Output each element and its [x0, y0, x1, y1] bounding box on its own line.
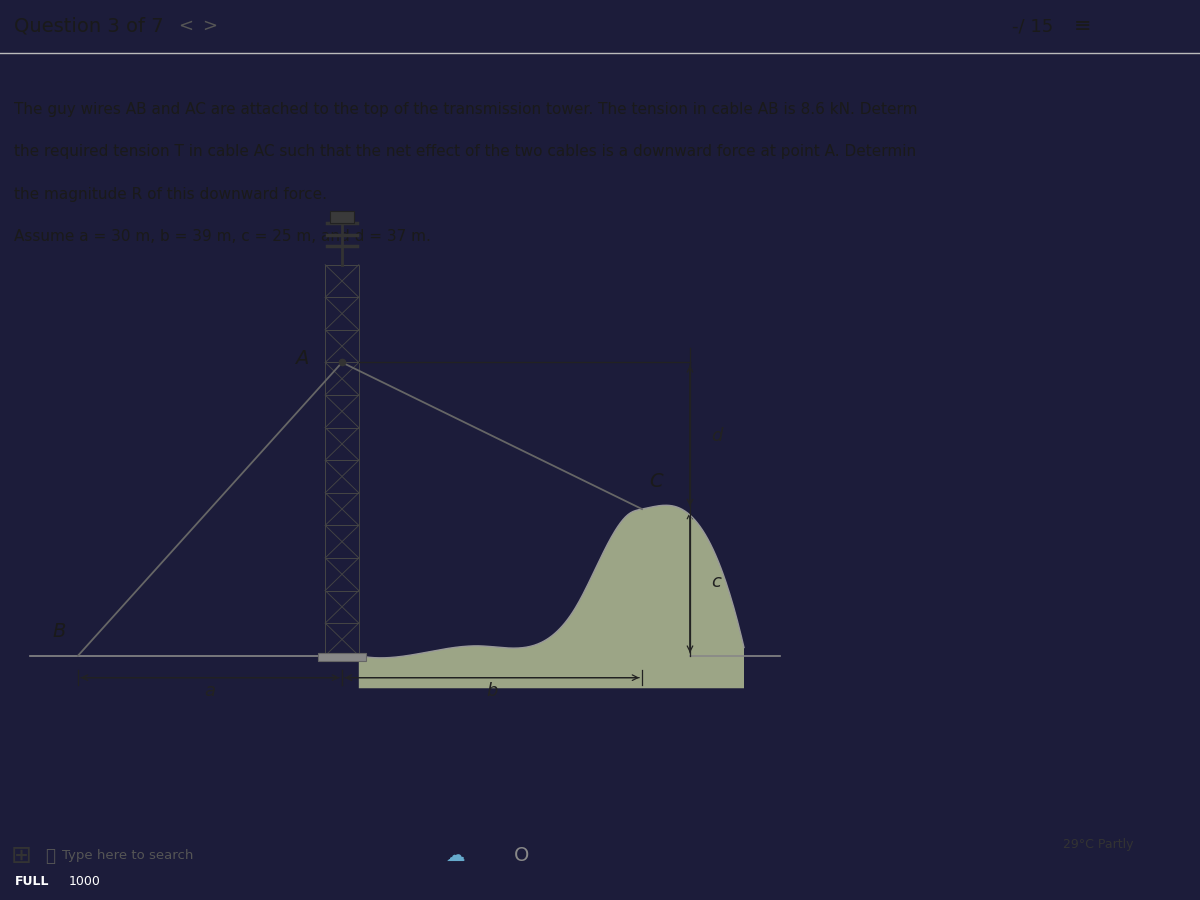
Text: <: < [179, 17, 193, 35]
Text: the required tension T in cable AC such that the net effect of the two cables is: the required tension T in cable AC such … [14, 144, 917, 159]
Text: FULL: FULL [14, 875, 49, 887]
Bar [330, 211, 354, 223]
Text: ☁: ☁ [446, 846, 466, 865]
Bar [325, 460, 359, 493]
Bar [325, 330, 359, 363]
Text: a: a [204, 681, 216, 699]
Bar [318, 653, 366, 662]
Text: Assume a = 30 m, b = 39 m, c = 25 m, and d = 37 m.: Assume a = 30 m, b = 39 m, c = 25 m, and… [14, 229, 431, 244]
Text: Type here to search: Type here to search [62, 849, 193, 862]
Bar [325, 623, 359, 656]
Text: ≡: ≡ [1074, 16, 1092, 36]
Bar [325, 526, 359, 558]
Bar [325, 558, 359, 590]
Polygon shape [359, 505, 744, 688]
Bar [325, 395, 359, 428]
Text: ⊞: ⊞ [11, 843, 32, 868]
Bar [325, 363, 359, 395]
Text: -/ 15: -/ 15 [1013, 17, 1054, 35]
Bar [325, 428, 359, 460]
Bar [325, 590, 359, 623]
Text: C: C [649, 472, 662, 491]
Text: d: d [712, 427, 722, 445]
Text: 29°C Partly: 29°C Partly [1063, 838, 1133, 850]
Text: >: > [203, 17, 217, 35]
Text: b: b [486, 681, 498, 699]
Bar [325, 297, 359, 330]
Text: A: A [295, 349, 308, 368]
Bar [325, 493, 359, 526]
Text: O: O [515, 846, 529, 865]
Text: the magnitude R of this downward force.: the magnitude R of this downward force. [14, 186, 328, 202]
Text: c: c [712, 573, 721, 591]
Text: Question 3 of 7: Question 3 of 7 [14, 16, 164, 36]
Bar [325, 265, 359, 297]
Text: The guy wires AB and AC are attached to the top of the transmission tower. The t: The guy wires AB and AC are attached to … [14, 102, 918, 117]
Text: 1000: 1000 [68, 875, 101, 887]
Text: ⌕: ⌕ [46, 847, 55, 865]
Text: B: B [53, 622, 66, 641]
